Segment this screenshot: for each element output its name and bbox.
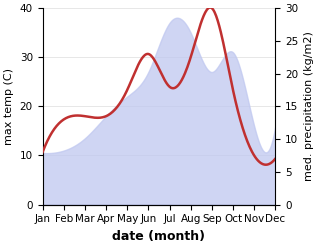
Y-axis label: med. precipitation (kg/m2): med. precipitation (kg/m2) xyxy=(304,31,314,181)
Y-axis label: max temp (C): max temp (C) xyxy=(4,68,14,145)
X-axis label: date (month): date (month) xyxy=(113,230,205,243)
